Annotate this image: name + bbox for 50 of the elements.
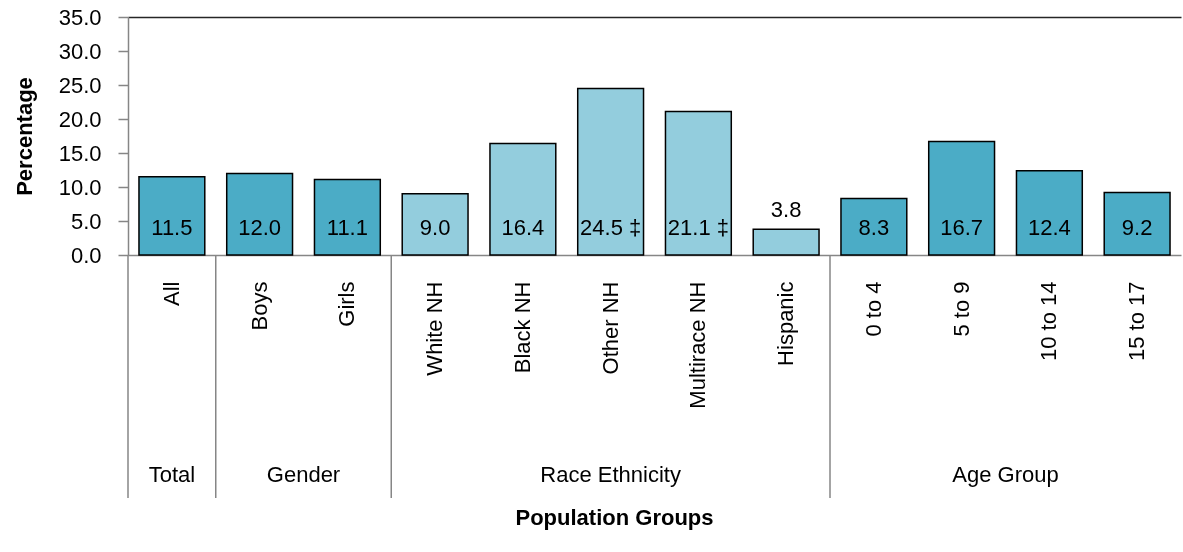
data-label: 11.1 bbox=[326, 215, 368, 240]
data-label: 16.7 bbox=[940, 215, 984, 240]
data-label: 12.0 bbox=[238, 215, 282, 240]
bar bbox=[576, 87, 645, 256]
y-tick-label: 5.0 bbox=[70, 208, 102, 234]
x-tick-label: Hispanic bbox=[773, 281, 799, 366]
x-tick-label: 5 to 9 bbox=[948, 281, 974, 337]
data-label: 12.4 bbox=[1027, 215, 1071, 240]
bar bbox=[401, 193, 469, 256]
x-tick-label: Multirace NH bbox=[685, 281, 711, 409]
data-label: 16.4 bbox=[501, 215, 545, 240]
x-tick-label: All bbox=[158, 281, 184, 306]
bar bbox=[489, 142, 557, 256]
text: Race Ethnicity bbox=[540, 462, 681, 487]
bar bbox=[138, 176, 206, 256]
x-tick-label: Black NH bbox=[509, 281, 535, 374]
text: Total bbox=[148, 462, 196, 487]
x-tick-label: 0 to 4 bbox=[860, 281, 886, 337]
data-label: 11.5 bbox=[151, 215, 193, 240]
y-axis-title: Percentage bbox=[11, 77, 37, 196]
text: Gender bbox=[266, 462, 341, 487]
bar bbox=[313, 178, 382, 256]
data-label: 9.0 bbox=[419, 215, 451, 240]
data-label: 9.2 bbox=[1121, 215, 1153, 240]
x-axis-title: Population Groups bbox=[515, 504, 714, 530]
bar bbox=[752, 228, 820, 256]
text: Age Group bbox=[952, 462, 1059, 487]
data-label: 21.1 ‡ bbox=[667, 215, 729, 240]
x-tick-label: Girls bbox=[334, 281, 360, 327]
x-tick-label: Boys bbox=[246, 281, 272, 331]
bar bbox=[225, 172, 294, 256]
bar bbox=[664, 110, 733, 256]
data-label: 3.8 bbox=[770, 197, 802, 223]
y-tick-label: 25.0 bbox=[58, 72, 102, 98]
bar bbox=[1015, 169, 1084, 256]
bar bbox=[927, 140, 996, 256]
y-tick-label: 0.0 bbox=[70, 242, 102, 268]
x-tick-label: 15 to 17 bbox=[1124, 281, 1150, 362]
x-tick-label: 10 to 14 bbox=[1036, 281, 1062, 362]
bar bbox=[1103, 191, 1171, 256]
x-tick-label: Other NH bbox=[597, 281, 623, 375]
y-tick-label: 35.0 bbox=[58, 4, 102, 30]
data-label: 24.5 ‡ bbox=[580, 215, 642, 240]
y-tick-label: 10.0 bbox=[58, 174, 102, 200]
y-tick-label: 30.0 bbox=[58, 38, 102, 64]
bar bbox=[840, 197, 908, 256]
y-tick-label: 15.0 bbox=[58, 140, 102, 166]
y-tick-label: 20.0 bbox=[58, 106, 102, 132]
x-tick-label: White NH bbox=[422, 281, 448, 376]
data-label: 8.3 bbox=[858, 215, 890, 240]
